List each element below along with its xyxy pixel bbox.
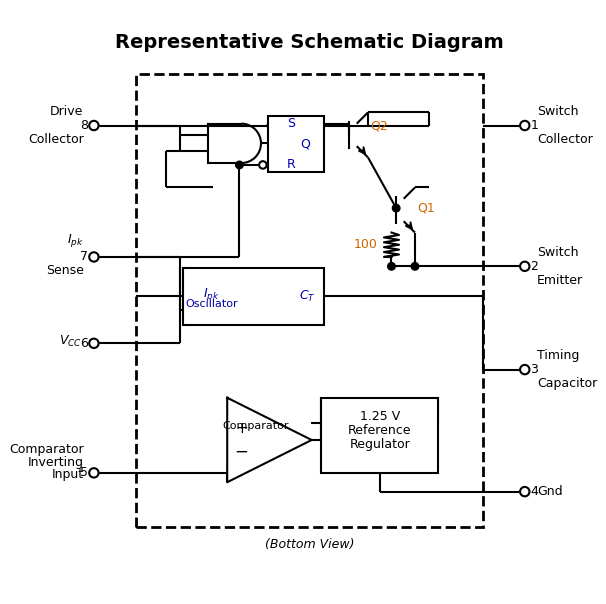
Text: $C_T$: $C_T$ — [299, 289, 315, 304]
Text: Sense: Sense — [45, 265, 84, 277]
Text: $I_{pk}$: $I_{pk}$ — [67, 233, 84, 249]
Text: Regulator: Regulator — [350, 438, 410, 451]
Text: 100: 100 — [353, 238, 378, 251]
Text: 3: 3 — [530, 363, 538, 376]
Circle shape — [89, 121, 99, 130]
Text: Comparator: Comparator — [222, 420, 289, 431]
Bar — [321, 398, 438, 473]
Text: Collector: Collector — [28, 133, 84, 146]
Text: Q2: Q2 — [370, 119, 388, 132]
Text: Inverting: Inverting — [27, 456, 84, 469]
Circle shape — [388, 263, 395, 270]
Text: Input: Input — [52, 468, 84, 481]
Circle shape — [520, 365, 530, 374]
Text: Representative Schematic Diagram: Representative Schematic Diagram — [115, 33, 504, 53]
Text: 1: 1 — [530, 119, 538, 132]
Text: $I_{pk}$: $I_{pk}$ — [203, 286, 219, 303]
Text: Collector: Collector — [537, 133, 593, 146]
Circle shape — [236, 161, 243, 169]
Text: 6: 6 — [81, 337, 88, 350]
Text: 5: 5 — [80, 466, 88, 480]
Text: +: + — [235, 421, 248, 436]
Text: Emitter: Emitter — [537, 274, 583, 287]
Circle shape — [259, 161, 267, 169]
Circle shape — [393, 204, 400, 212]
Text: Switch: Switch — [537, 246, 579, 259]
Text: Q: Q — [300, 138, 310, 151]
Text: Reference: Reference — [348, 424, 411, 437]
Text: 8: 8 — [80, 119, 88, 132]
Bar — [183, 268, 324, 324]
Bar — [268, 116, 324, 173]
Circle shape — [520, 262, 530, 271]
Circle shape — [520, 487, 530, 496]
Circle shape — [89, 339, 99, 348]
Text: Oscillator: Oscillator — [185, 299, 238, 309]
Text: Switch: Switch — [537, 105, 579, 118]
Text: Gnd: Gnd — [537, 485, 562, 498]
Circle shape — [89, 252, 99, 262]
Text: −: − — [235, 442, 248, 460]
Text: Drive: Drive — [50, 105, 84, 118]
Text: Capacitor: Capacitor — [537, 377, 598, 390]
Circle shape — [411, 263, 419, 270]
Text: 1.25 V: 1.25 V — [359, 410, 400, 423]
Text: 7: 7 — [80, 251, 88, 263]
Text: 4: 4 — [530, 485, 538, 498]
Text: R: R — [287, 158, 295, 172]
Circle shape — [89, 468, 99, 478]
Text: Comparator: Comparator — [9, 443, 84, 456]
Text: Q1: Q1 — [417, 202, 435, 214]
Text: Timing: Timing — [537, 349, 579, 362]
Text: 2: 2 — [530, 260, 538, 273]
Text: $V_{CC}$: $V_{CC}$ — [59, 334, 82, 349]
Text: S: S — [287, 117, 295, 130]
Text: (Bottom View): (Bottom View) — [265, 538, 355, 551]
Circle shape — [520, 121, 530, 130]
